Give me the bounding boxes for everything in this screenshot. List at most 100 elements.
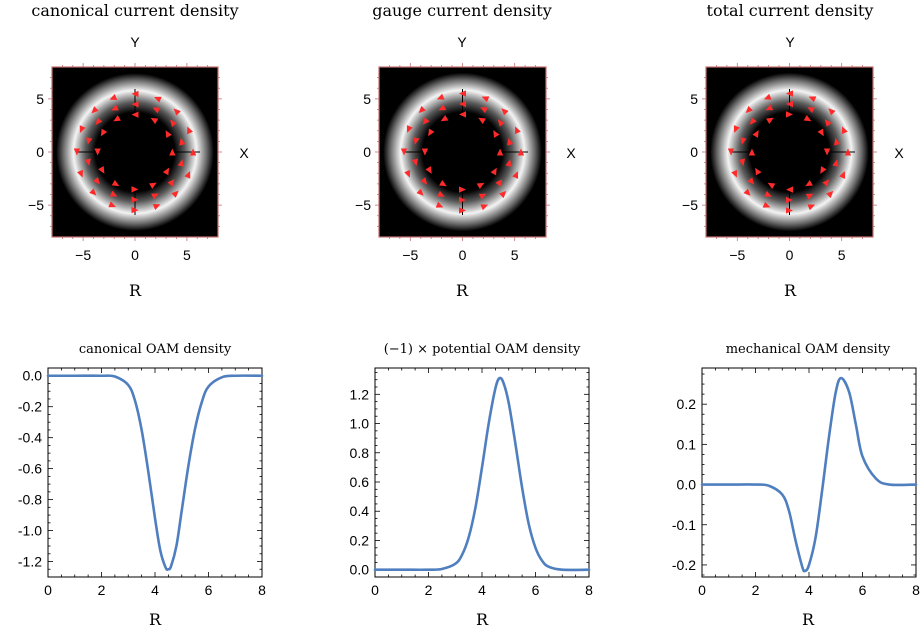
y-tick-label: 0.2 <box>350 532 370 548</box>
y-axis-name: Y <box>130 34 140 50</box>
vector-arrow <box>170 119 177 127</box>
vector-arrow <box>807 204 816 211</box>
vector-arrow <box>131 206 139 214</box>
chart-title: (−1) × potential OAM density <box>384 342 581 357</box>
y-tick-label: 0 <box>690 144 698 160</box>
vector-arrow <box>167 179 175 187</box>
x-tick-label: −5 <box>402 247 418 263</box>
vector-arrow <box>748 148 756 156</box>
x-tick-label: 6 <box>532 582 540 598</box>
y-tick-label: 0.0 <box>677 477 697 493</box>
vector-arrow <box>98 166 105 174</box>
panel-canonical-oam-density: canonical OAM density R 0 2 4 6 8 0.0 -0.2 -0.4… <box>18 342 266 629</box>
panel-gauge-current-density: gauge current density Y X R −5 0 5 −5 0 5 <box>355 1 576 300</box>
vector-arrow <box>113 115 121 122</box>
vector-arrow <box>79 125 86 133</box>
heatmap-plot: −5 0 5 −5 0 5 <box>355 63 550 263</box>
vector-arrow <box>428 128 435 137</box>
vector-arrow <box>89 188 97 196</box>
panel-potential-oam-density: (−1) × potential OAM density R 0 2 4 6 80.00… <box>350 342 594 629</box>
vector-arrow <box>459 196 466 204</box>
vector-arrow <box>517 148 525 156</box>
x-tick-label: −5 <box>729 247 745 263</box>
vector-arrow <box>152 107 161 114</box>
heatmap-plot: −5 0 5 −5 0 5 <box>28 63 222 263</box>
vector-arrow <box>763 93 772 100</box>
vector-arrow <box>94 148 101 156</box>
y-tick-label: -0.2 <box>18 399 42 415</box>
vector-arrow <box>803 114 812 122</box>
vector-arrow <box>459 207 466 214</box>
y-tick-label: 1.0 <box>350 416 370 432</box>
vector-arrow <box>169 148 176 156</box>
x-axis-label: R <box>784 281 797 300</box>
x-tick-label: 2 <box>425 582 433 598</box>
vector-arrow <box>459 100 466 108</box>
y-tick-label: −5 <box>682 197 698 213</box>
x-tick-label: 0 <box>131 247 139 263</box>
y-tick-label: -1.2 <box>18 554 42 570</box>
vector-arrow <box>131 196 139 203</box>
vector-arrow <box>755 167 762 176</box>
vector-arrow <box>506 137 514 146</box>
y-tick-label: −5 <box>355 197 371 213</box>
x-tick-label: −5 <box>75 247 91 263</box>
vector-arrow <box>91 106 99 114</box>
x-axis-name: X <box>239 145 249 161</box>
vector-arrow <box>496 148 504 156</box>
y-tick-label: 0.2 <box>677 396 697 412</box>
vector-arrow <box>805 193 814 200</box>
series-line <box>700 376 918 573</box>
y-tick-label: -0.1 <box>672 517 696 533</box>
vector-arrow <box>481 96 490 103</box>
vector-arrow <box>179 137 186 146</box>
vector-arrow <box>828 108 836 116</box>
x-tick-label: 2 <box>98 582 106 598</box>
x-tick-label: 5 <box>511 247 519 263</box>
vector-arrow <box>762 201 771 208</box>
vector-arrow <box>459 186 466 193</box>
vector-arrow <box>154 96 162 103</box>
vector-arrow <box>150 117 159 125</box>
y-tick-label: 5 <box>36 91 44 107</box>
chart-title: canonical OAM density <box>79 342 232 357</box>
vector-arrow <box>438 104 447 111</box>
vector-arrow <box>499 190 507 199</box>
vector-arrow <box>740 137 747 145</box>
chart-title: canonical current density <box>31 1 238 20</box>
vector-arrow <box>832 159 839 167</box>
x-tick-label: 4 <box>805 582 813 598</box>
vector-arrow <box>189 148 197 156</box>
chart-title: mechanical OAM density <box>726 342 891 357</box>
vector-arrow <box>822 179 830 187</box>
vector-arrow <box>766 117 774 124</box>
vector-arrow <box>100 128 108 137</box>
vector-arrow <box>749 117 757 125</box>
x-axis-label: R <box>456 281 469 300</box>
panel-total-current-density: total current density Y X R −5 0 5 −5 0 5 <box>682 1 904 300</box>
plot-frame <box>47 367 263 578</box>
x-tick-label: 0 <box>459 247 467 263</box>
x-tick-label: 5 <box>183 247 191 263</box>
x-tick-label: 4 <box>478 582 486 598</box>
y-tick-label: −5 <box>28 197 44 213</box>
vector-arrow <box>149 182 157 189</box>
x-axis-name: X <box>894 145 904 161</box>
vector-arrow <box>131 186 139 193</box>
vector-arrow <box>490 167 497 176</box>
vector-arrow <box>109 190 118 197</box>
vector-arrow <box>404 169 411 178</box>
vector-arrow <box>436 93 445 100</box>
vector-arrow <box>418 105 426 114</box>
y-tick-label: -1.0 <box>18 523 42 539</box>
vector-arrow <box>807 107 815 114</box>
vector-arrow <box>745 105 753 114</box>
vector-arrow <box>413 137 420 145</box>
x-axis-name: X <box>566 145 576 161</box>
x-axis-label: R <box>149 610 162 629</box>
vector-arrow <box>765 104 774 111</box>
vector-arrow <box>764 190 772 197</box>
vector-arrow <box>86 137 93 145</box>
x-tick-label: 8 <box>258 582 266 598</box>
vector-arrow <box>131 90 139 98</box>
